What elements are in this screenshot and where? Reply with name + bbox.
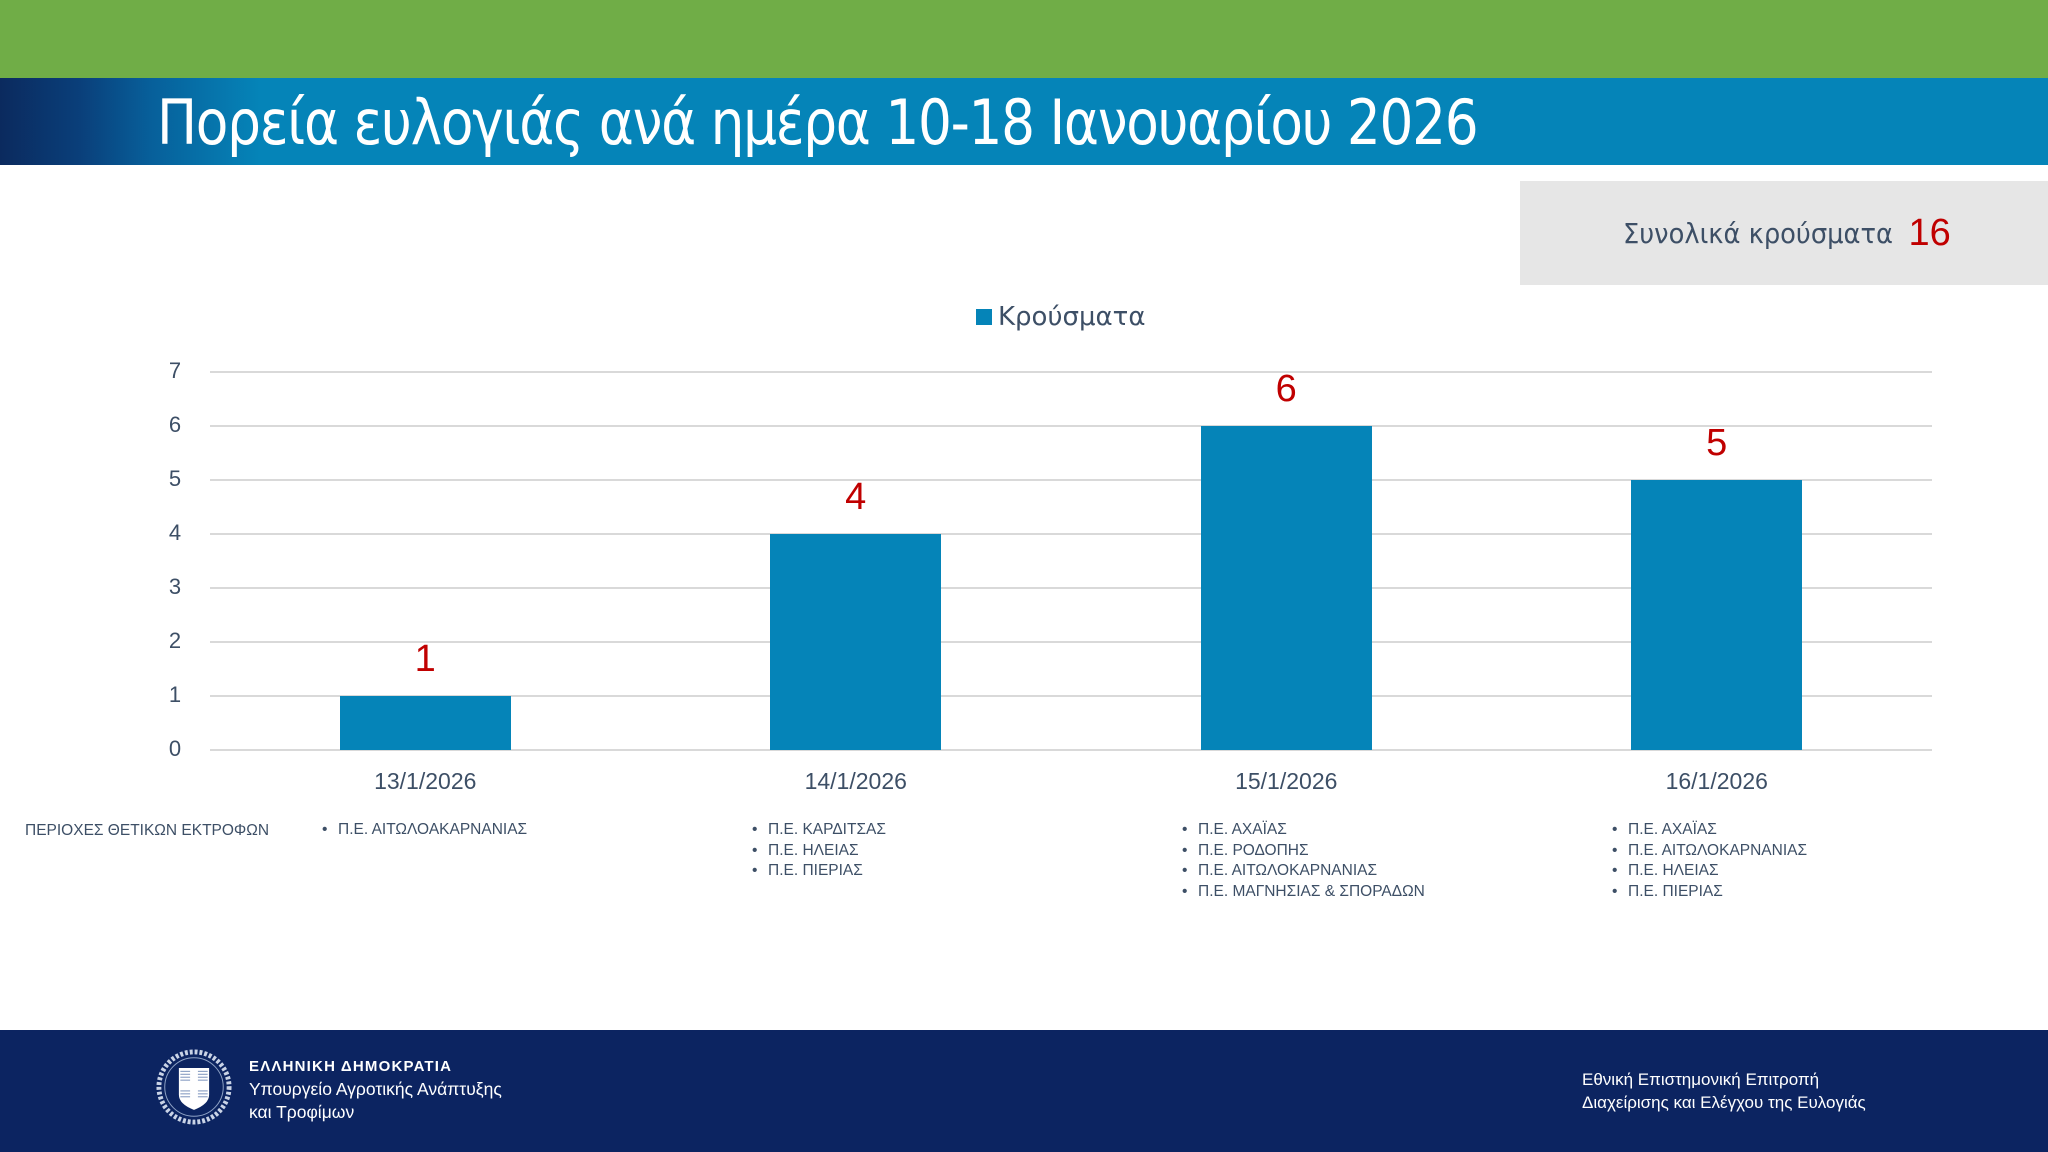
- region-list-item: Π.Ε. ΑΧΑΪΑΣ: [1182, 820, 1425, 841]
- region-list-item: Π.Ε. ΑΙΤΩΛΟΚΑΡΝΑΝΙΑΣ: [1182, 861, 1425, 882]
- gridline: [210, 479, 1932, 481]
- x-axis-category-label: 16/1/2026: [1665, 768, 1768, 794]
- region-list-item: Π.Ε. ΑΧΑΪΑΣ: [1612, 820, 1807, 841]
- bar-data-label: 4: [845, 476, 867, 518]
- region-list-item: Π.Ε. ΠΙΕΡΙΑΣ: [752, 861, 886, 882]
- region-list-item: Π.Ε. ΑΙΤΩΛΟΑΚΑΡΝΑΝΙΑΣ: [322, 820, 527, 841]
- greek-coat-of-arms-icon: [156, 1049, 232, 1125]
- ministry-line-1: Υπουργείο Αγροτικής Ανάπτυξης: [249, 1079, 502, 1099]
- bar: [339, 696, 511, 750]
- footer: ΕΛΛΗΝΙΚΗ ΔΗΜΟΚΡΑΤΙΑ Υπουργείο Αγροτικής …: [0, 1030, 2048, 1152]
- page-title: Πορεία ευλογιάς ανά ημέρα 10-18 Ιανουαρί…: [157, 86, 1479, 159]
- region-list: Π.Ε. ΑΧΑΪΑΣΠ.Ε. ΑΙΤΩΛΟΚΑΡΝΑΝΙΑΣΠ.Ε. ΗΛΕΙ…: [1612, 820, 1807, 902]
- region-list-item: Π.Ε. ΗΛΕΙΑΣ: [1612, 861, 1807, 882]
- bar: [1200, 426, 1372, 750]
- region-list-item: Π.Ε. ΑΙΤΩΛΟΚΑΡΝΑΝΙΑΣ: [1612, 841, 1807, 862]
- top-accent-band: [0, 0, 2048, 78]
- gridline: [210, 533, 1932, 535]
- region-list-item: Π.Ε. ΜΑΓΝΗΣΙΑΣ & ΣΠΟΡΑΔΩΝ: [1182, 882, 1425, 903]
- y-axis-tick-label: 5: [168, 466, 182, 491]
- x-axis-category-label: 13/1/2026: [374, 768, 477, 794]
- committee-line-2: Διαχείρισης και Ελέγχου της Ευλογιάς: [1582, 1093, 1866, 1112]
- title-band: Πορεία ευλογιάς ανά ημέρα 10-18 Ιανουαρί…: [0, 78, 2048, 165]
- total-cases-box: Συνολικά κρούσματα 16: [1520, 181, 2048, 285]
- y-axis-tick-label: 4: [168, 520, 182, 545]
- x-axis-category-label: 14/1/2026: [804, 768, 907, 794]
- bar-chart: 0 1 2 3 4 5 6 7 1 13/1/2026 4 14/1/2026 6 15/1/2026 5 1…: [168, 358, 1932, 794]
- bar: [1631, 480, 1803, 750]
- y-axis-tick-label: 1: [168, 682, 182, 707]
- legend-label: Κρούσματα: [998, 302, 1146, 332]
- total-cases-label: Συνολικά κρούσματα: [1623, 216, 1894, 250]
- y-axis-tick-label: 3: [168, 574, 182, 599]
- gridline: [210, 641, 1932, 643]
- y-axis-tick-label: 7: [168, 358, 182, 383]
- y-axis-tick-label: 6: [168, 412, 182, 437]
- ministry-line-2: και Τροφίμων: [249, 1102, 355, 1122]
- gridline: [210, 695, 1932, 697]
- country-name: ΕΛΛΗΝΙΚΗ ΔΗΜΟΚΡΑΤΙΑ: [249, 1058, 453, 1075]
- region-list-item: Π.Ε. ΚΑΡΔΙΤΣΑΣ: [752, 820, 886, 841]
- total-cases-value: 16: [1908, 211, 1951, 254]
- region-list-item: Π.Ε. ΠΙΕΡΙΑΣ: [1612, 882, 1807, 903]
- y-axis-tick-label: 2: [168, 628, 182, 653]
- ministry-block: ΕΛΛΗΝΙΚΗ ΔΗΜΟΚΡΑΤΙΑ Υπουργείο Αγροτικής …: [249, 1056, 502, 1124]
- committee-block: Εθνική Επιστημονική Επιτροπή Διαχείρισης…: [1582, 1068, 1866, 1114]
- region-list: Π.Ε. ΑΙΤΩΛΟΑΚΑΡΝΑΝΙΑΣ: [322, 820, 527, 841]
- gridline: [210, 587, 1932, 589]
- bar: [770, 534, 942, 750]
- region-list-item: Π.Ε. ΗΛΕΙΑΣ: [752, 841, 886, 862]
- gridline: [210, 749, 1932, 751]
- region-list: Π.Ε. ΚΑΡΔΙΤΣΑΣΠ.Ε. ΗΛΕΙΑΣΠ.Ε. ΠΙΕΡΙΑΣ: [752, 820, 886, 882]
- bar-data-label: 1: [414, 638, 436, 680]
- bar-data-label: 5: [1706, 422, 1728, 464]
- bar-data-label: 6: [1275, 368, 1297, 410]
- committee-line-1: Εθνική Επιστημονική Επιτροπή: [1582, 1070, 1820, 1089]
- region-list-item: Π.Ε. ΡΟΔΟΠΗΣ: [1182, 841, 1425, 862]
- regions-title: ΠΕΡΙΟΧΕΣ ΘΕΤΙΚΩΝ ΕΚΤΡΟΦΩΝ: [25, 822, 270, 839]
- gridline: [210, 371, 1932, 373]
- x-axis-category-label: 15/1/2026: [1235, 768, 1338, 794]
- gridline: [210, 425, 1932, 427]
- y-axis-tick-label: 0: [168, 736, 182, 761]
- legend-swatch-icon: [976, 309, 992, 325]
- region-list: Π.Ε. ΑΧΑΪΑΣΠ.Ε. ΡΟΔΟΠΗΣΠ.Ε. ΑΙΤΩΛΟΚΑΡΝΑΝ…: [1182, 820, 1425, 902]
- chart-legend: Κρούσματα: [976, 302, 1145, 332]
